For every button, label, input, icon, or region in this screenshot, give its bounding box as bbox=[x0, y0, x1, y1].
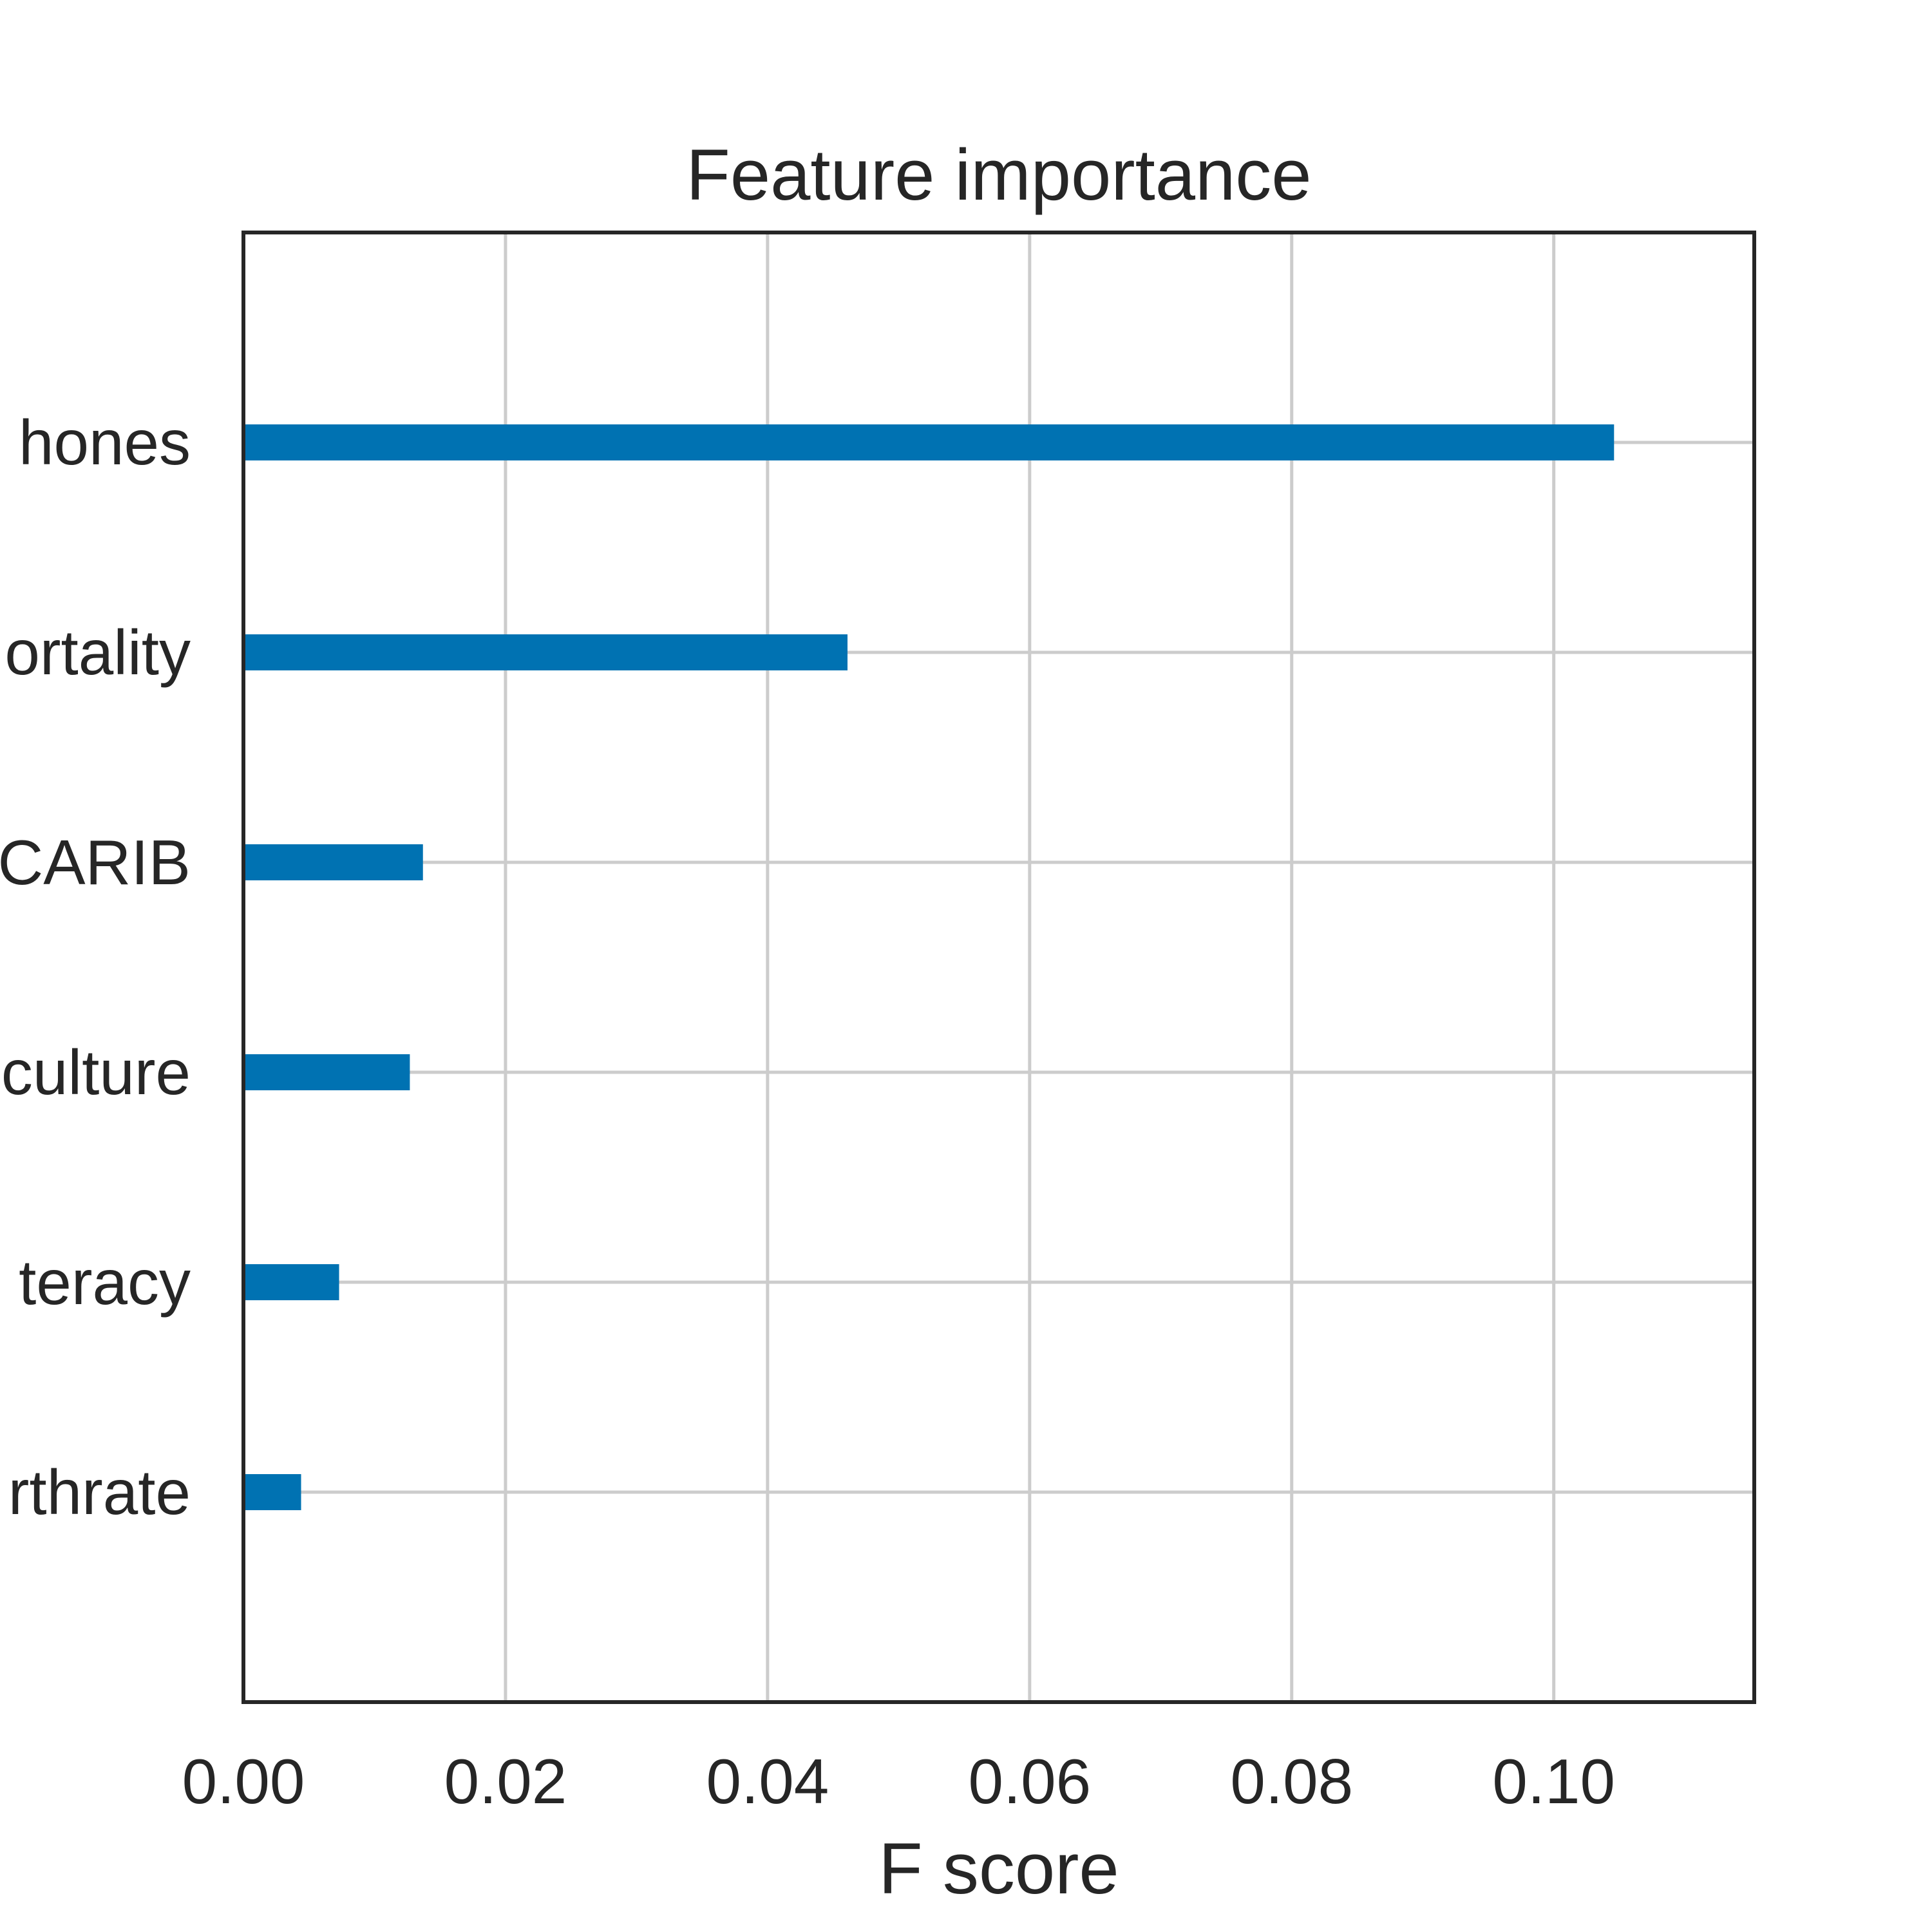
y-category-label: hones bbox=[19, 407, 191, 478]
x-tick-label: 0.00 bbox=[182, 1746, 305, 1817]
x-tick-label: 0.10 bbox=[1492, 1746, 1615, 1817]
bar bbox=[243, 1264, 339, 1300]
x-tick-labels: 0.00 0.02 0.04 0.06 0.08 0.10 bbox=[182, 1746, 1615, 1817]
chart-title: Feature importance bbox=[686, 135, 1311, 215]
y-category-label: teracy bbox=[19, 1247, 191, 1318]
x-tick-label: 0.04 bbox=[706, 1746, 829, 1817]
y-category-labels: hones ortality CARIB culture teracy rthrate bbox=[0, 407, 191, 1528]
x-axis-label: F score bbox=[878, 1828, 1119, 1909]
bars bbox=[243, 424, 1615, 1510]
y-category-label: rthrate bbox=[8, 1457, 191, 1528]
bar bbox=[243, 1474, 301, 1510]
plot-frame bbox=[242, 231, 1756, 1704]
y-category-label: culture bbox=[1, 1037, 191, 1108]
x-tick-label: 0.02 bbox=[444, 1746, 567, 1817]
x-tick-label: 0.06 bbox=[968, 1746, 1091, 1817]
bar bbox=[243, 844, 423, 880]
bar bbox=[243, 1054, 410, 1090]
y-category-label: CARIB bbox=[0, 827, 191, 898]
y-category-label: ortality bbox=[5, 617, 191, 688]
x-tick-label: 0.08 bbox=[1230, 1746, 1353, 1817]
bar bbox=[243, 424, 1615, 460]
bar bbox=[243, 634, 848, 670]
